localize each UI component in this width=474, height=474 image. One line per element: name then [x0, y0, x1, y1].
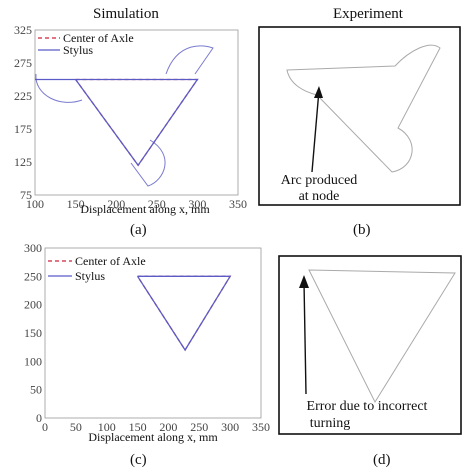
x-tick-label: 150: [129, 420, 147, 434]
chart-c-frame: [44, 247, 262, 419]
x-tick-label: 100: [26, 197, 44, 211]
panel-b-arrow-head: [314, 86, 323, 98]
x-tick-label: 100: [98, 420, 116, 434]
legend-label-center: Center of Axle: [63, 31, 134, 45]
series-line-stylus: [137, 275, 232, 352]
y-tick-label: 175: [14, 122, 32, 136]
panel-b: Arc produced at node: [258, 26, 461, 206]
y-tick-label: 0: [36, 411, 42, 425]
legend-label-stylus: Stylus: [63, 43, 93, 57]
y-tick-label: 300: [24, 241, 42, 255]
chart-a-stylus-arc-bottom: [130, 139, 166, 187]
y-tick-label: 325: [14, 23, 32, 37]
panel-b-annotation-1: Arc produced: [281, 173, 358, 188]
panel-d-arrow-head: [299, 275, 309, 288]
chart-a: 75 125 175 225 275 325 100 150 200 250 300 350 Dis…: [14, 23, 247, 216]
chart-a-xlabel: Displacement along x, mm: [80, 202, 210, 216]
x-tick-label: 200: [159, 420, 177, 434]
chart-c: 0 50 100 150 200 250 300 0 50 100 150 200 250 300 350…: [24, 241, 270, 444]
y-tick-label: 250: [24, 269, 42, 283]
x-tick-label: 50: [70, 420, 82, 434]
y-tick-label: 125: [14, 155, 32, 169]
panel-b-annotation-2: at node: [299, 189, 340, 204]
x-tick-label: 0: [42, 420, 48, 434]
x-tick-label: 250: [190, 420, 208, 434]
x-tick-label: 300: [188, 197, 206, 211]
x-tick-label: 200: [107, 197, 125, 211]
panel-d-frame: [278, 255, 462, 435]
y-tick-label: 50: [30, 383, 42, 397]
simulation-header: Simulation: [93, 6, 159, 22]
series-line-stylus: [35, 78, 199, 167]
y-tick-label: 225: [14, 89, 32, 103]
x-tick-label: 150: [67, 197, 85, 211]
y-tick-label: 100: [24, 354, 42, 368]
caption-b: (b): [353, 222, 371, 238]
panel-d-annotation-1: Error due to incorrect: [307, 399, 428, 414]
chart-a-stylus-arc-right: [165, 45, 214, 75]
x-tick-label: 350: [252, 420, 270, 434]
panel-d: Error due to incorrect turning: [278, 255, 462, 435]
caption-c: (c): [130, 452, 147, 468]
series-line-center-of-axle: [137, 275, 232, 352]
x-tick-label: 350: [229, 197, 247, 211]
y-tick-label: 75: [20, 188, 32, 202]
experiment-header: Experiment: [333, 6, 403, 22]
chart-c-xlabel: Displacement along x, mm: [88, 430, 218, 444]
panel-d-arrow-line: [303, 281, 307, 395]
caption-d: (d): [373, 452, 391, 468]
panel-b-frame: [258, 26, 461, 206]
legend-label-center-c: Center of Axle: [75, 254, 146, 268]
x-tick-label: 300: [221, 420, 239, 434]
chart-a-legend: Center of Axle Stylus: [38, 31, 134, 57]
panel-b-trace: [286, 44, 441, 173]
y-tick-label: 275: [14, 56, 32, 70]
panel-d-annotation-2: turning: [310, 416, 350, 431]
series-line-center-of-axle: [75, 78, 199, 167]
chart-c-legend: Center of Axle Stylus: [48, 254, 146, 283]
x-tick-label: 250: [148, 197, 166, 211]
legend-label-stylus-c: Stylus: [75, 269, 105, 283]
panel-d-trace: [308, 269, 456, 404]
caption-a: (a): [130, 222, 147, 238]
chart-a-stylus-arc-left: [35, 73, 83, 103]
panel-b-arrow-line: [311, 89, 320, 173]
y-tick-label: 200: [24, 298, 42, 312]
chart-a-frame: [34, 29, 239, 196]
y-tick-label: 150: [24, 326, 42, 340]
